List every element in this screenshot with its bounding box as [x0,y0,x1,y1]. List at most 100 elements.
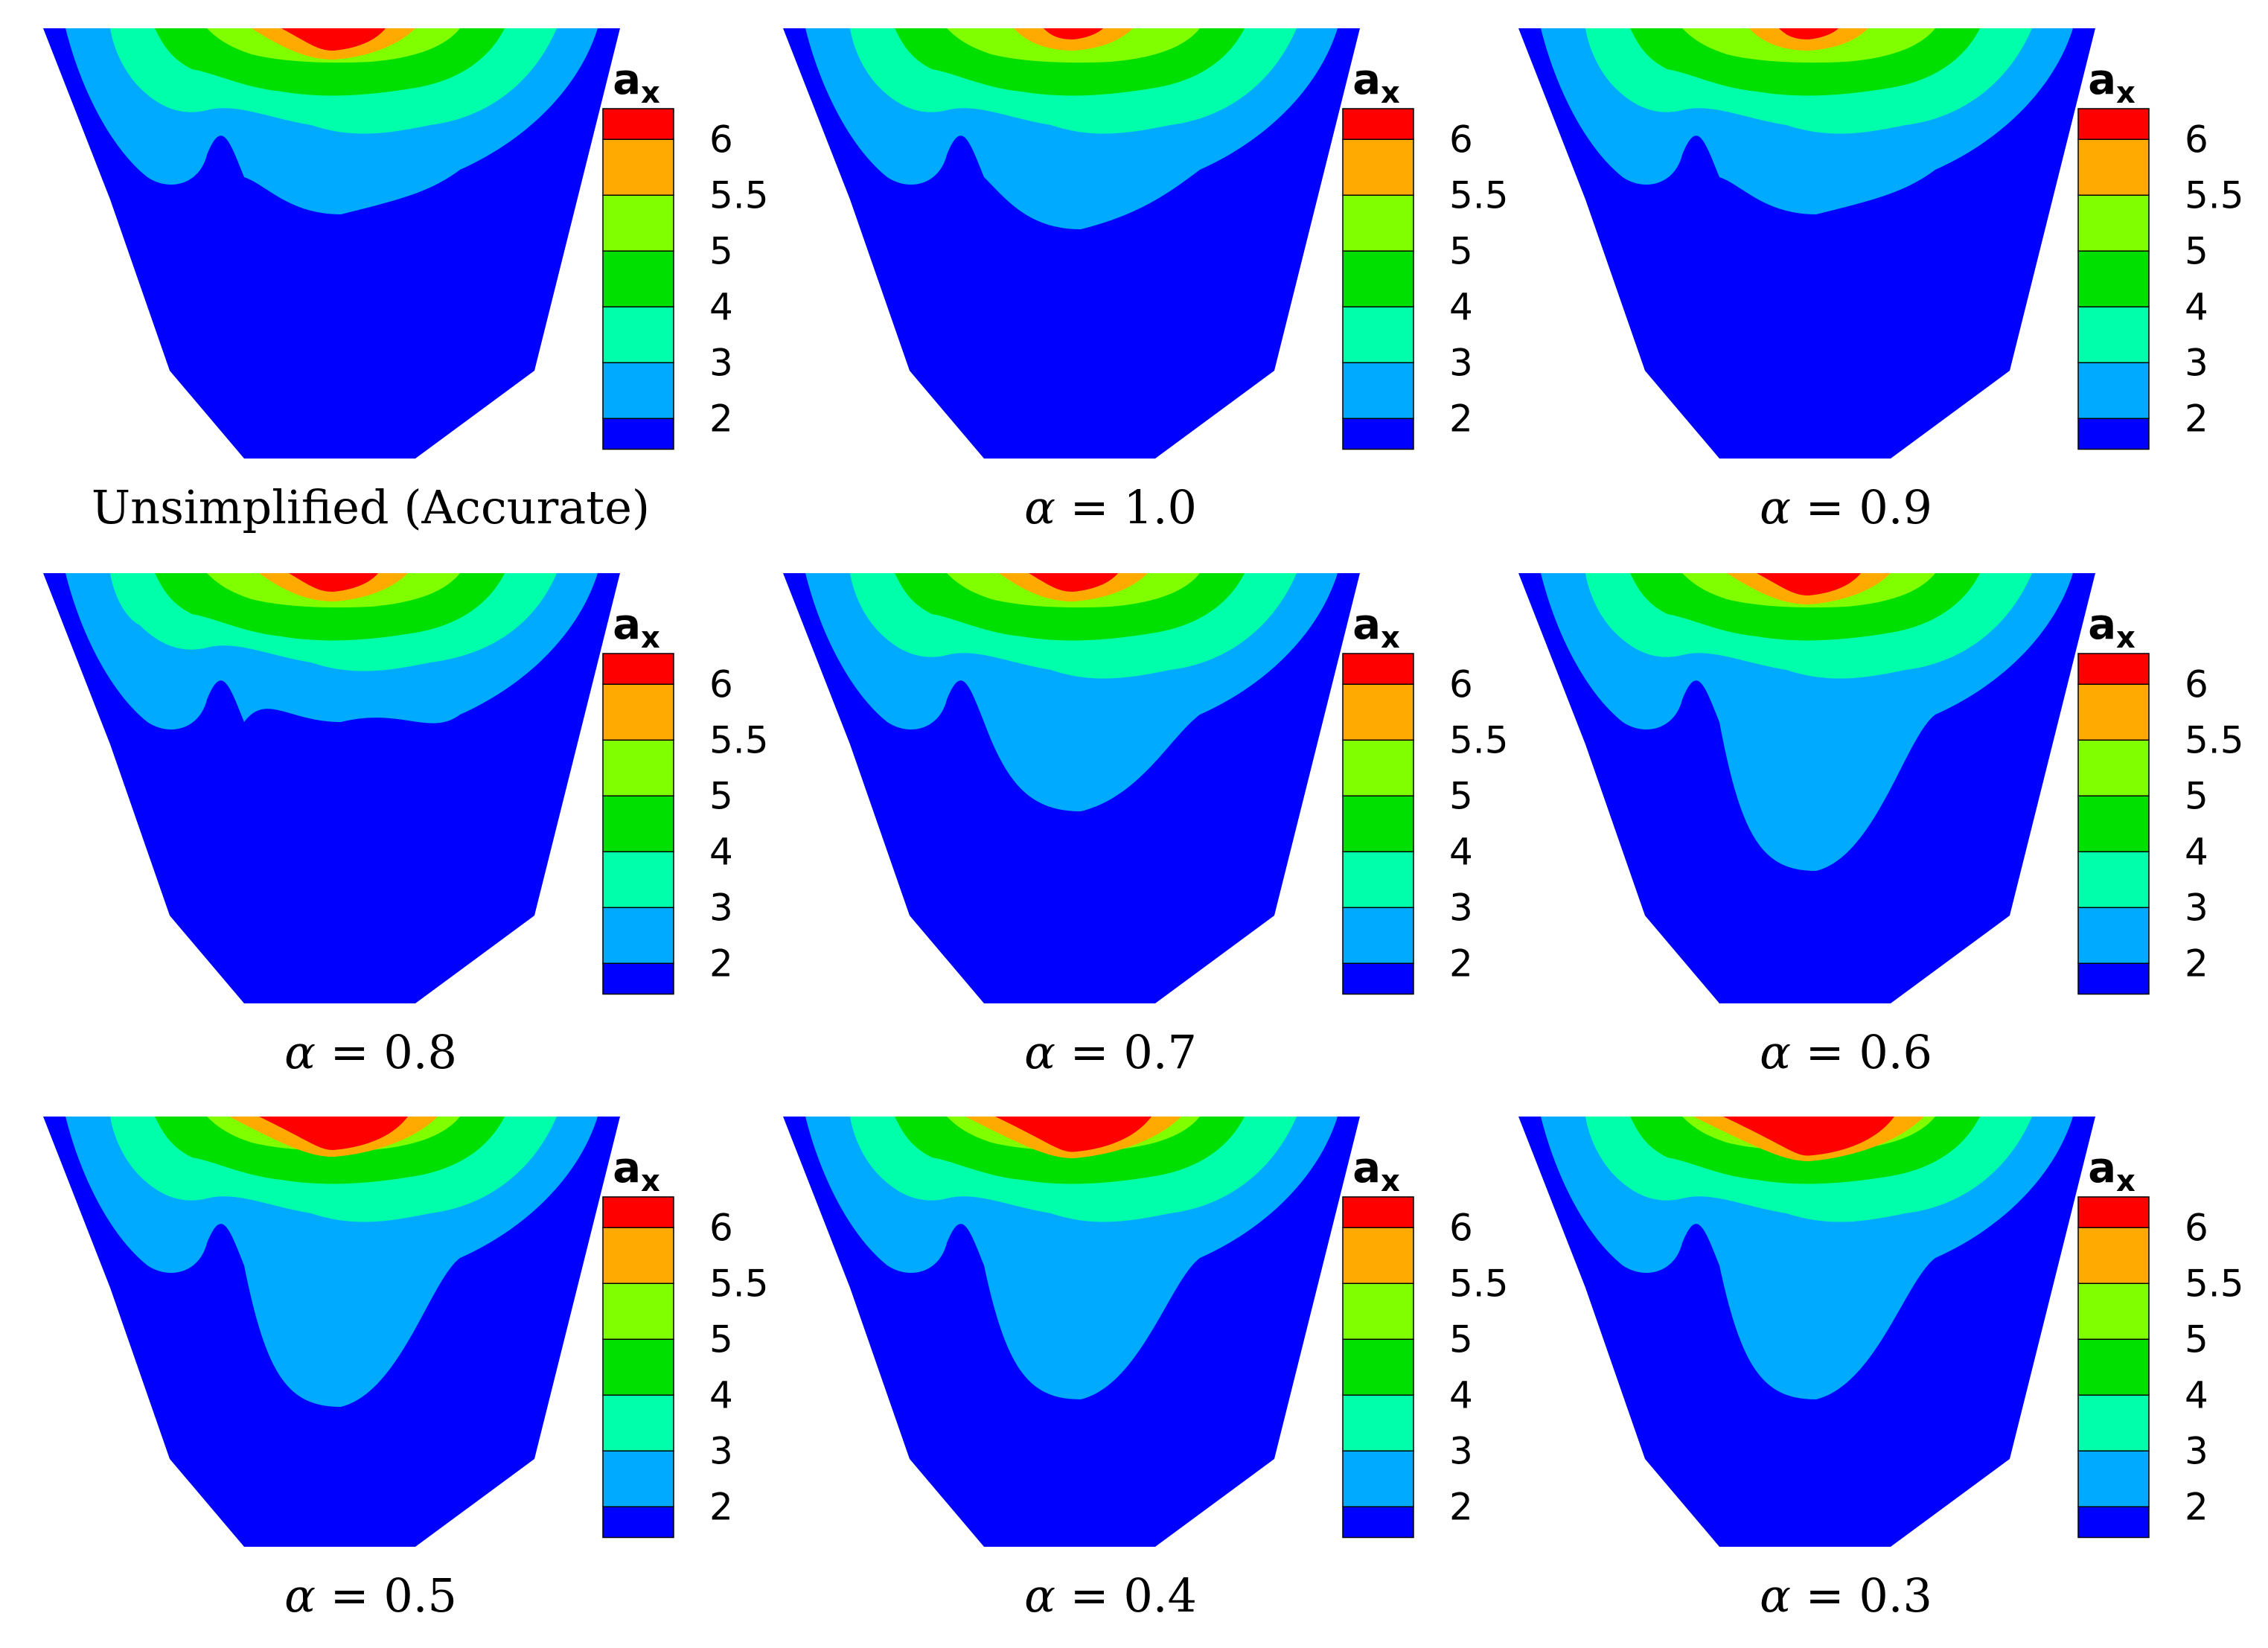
legend-swatch [2077,851,2150,908]
legend-swatch [602,108,674,140]
legend-tick-label: 5.5 [1449,173,1509,217]
contour-panel [783,573,1360,1003]
legend-tick-label: 5 [709,229,733,272]
legend-title: ax [1352,1144,1400,1198]
legend-swatch [602,138,674,196]
panel-caption: α = 0.7 [1024,1025,1197,1079]
legend-swatch [602,907,674,964]
contour-panel [43,573,620,1003]
legend-swatch [602,1450,674,1507]
legend-swatch [602,1227,674,1284]
legend-swatch [602,1394,674,1451]
contour-panel [1518,28,2095,459]
legend-tick-label: 3 [1449,1429,1473,1472]
legend-tick-label: 6 [2185,662,2208,706]
legend-swatch [602,962,674,995]
legend-swatch [2077,795,2150,852]
legend-swatch [1342,306,1414,363]
legend-tick-label: 4 [2185,830,2208,873]
legend-tick-label: 2 [2185,942,2208,985]
legend-tick-label: 3 [2185,886,2208,929]
contour-panel [1518,1117,2095,1547]
legend-swatch [2077,962,2150,995]
legend-swatch [1342,1196,1414,1228]
contour-level [289,573,378,592]
legend-swatch [1342,418,1414,450]
contour-level [259,1117,408,1150]
legend-swatch [2077,1227,2150,1284]
legend-tick-label: 3 [1449,341,1473,384]
legend-tick-label: 3 [1449,886,1473,929]
legend-title: ax [1352,56,1400,110]
legend-tick-label: 4 [2185,1373,2208,1417]
legend-swatch [1342,962,1414,995]
legend-swatch [1342,250,1414,307]
legend-swatch [2077,1283,2150,1340]
legend-tick-label: 3 [2185,1429,2208,1472]
contour-level [995,1117,1151,1152]
legend-tick-label: 5.5 [2185,718,2244,761]
legend-swatch [602,683,674,741]
legend-swatch [1342,683,1414,741]
contour-level [281,28,386,51]
legend-swatch [2077,1450,2150,1507]
legend-swatch [2077,138,2150,196]
legend-tick-label: 6 [709,1206,733,1249]
panel-caption: α = 1.0 [1024,480,1197,534]
legend-swatch [602,362,674,419]
contour-panel [1518,573,2095,1003]
legend-tick-label: 2 [709,397,733,440]
legend-swatch [1342,1227,1414,1284]
legend-tick-label: 5.5 [2185,1262,2244,1305]
legend-swatch [1342,194,1414,252]
legend-title: ax [2088,56,2136,110]
legend-tick-label: 5 [2185,1318,2208,1361]
legend-tick-label: 6 [1449,118,1473,161]
legend-tick-label: 2 [709,942,733,985]
legend-swatch [1342,362,1414,419]
legend-swatch [1342,795,1414,852]
legend-swatch [2077,683,2150,741]
legend-tick-label: 5 [1449,774,1473,817]
legend-tick-label: 2 [1449,1485,1473,1528]
legend-tick-label: 3 [709,341,733,384]
legend-tick-label: 3 [2185,341,2208,384]
legend-tick-label: 3 [709,1429,733,1472]
legend-tick-label: 6 [709,118,733,161]
legend-tick-label: 4 [2185,285,2208,328]
legend-title: ax [2088,601,2136,655]
legend-swatch [1342,1283,1414,1340]
legend-swatch [602,739,674,796]
legend-swatch [1342,907,1414,964]
contour-level [1723,1117,1894,1156]
legend-tick-label: 2 [1449,397,1473,440]
legend-tick-label: 4 [1449,1373,1473,1417]
legend-swatch [1342,739,1414,796]
legend-title: ax [1352,601,1400,655]
legend-tick-label: 5 [2185,229,2208,272]
legend-tick-label: 5 [1449,229,1473,272]
contour-level [1029,573,1118,592]
contour-level [1779,28,1839,39]
panel-caption: Unsimplified (Accurate) [92,480,650,534]
legend-tick-label: 6 [2185,1206,2208,1249]
legend-tick-label: 2 [2185,1485,2208,1528]
legend-tick-label: 3 [709,886,733,929]
legend-tick-label: 4 [709,1373,733,1417]
legend-tick-label: 5 [709,774,733,817]
legend-tick-label: 4 [709,830,733,873]
legend-tick-label: 4 [1449,830,1473,873]
panel-caption: α = 0.8 [284,1025,457,1079]
legend-tick-label: 2 [709,1485,733,1528]
legend-swatch [602,194,674,252]
legend-title: ax [613,56,660,110]
legend-swatch [2077,250,2150,307]
legend-swatch [602,795,674,852]
panel-caption: α = 0.5 [284,1568,457,1623]
legend-tick-label: 6 [1449,1206,1473,1249]
contour-panel [43,28,620,459]
legend-swatch [1342,1450,1414,1507]
legend-swatch [602,418,674,450]
legend-swatch [2077,1338,2150,1396]
